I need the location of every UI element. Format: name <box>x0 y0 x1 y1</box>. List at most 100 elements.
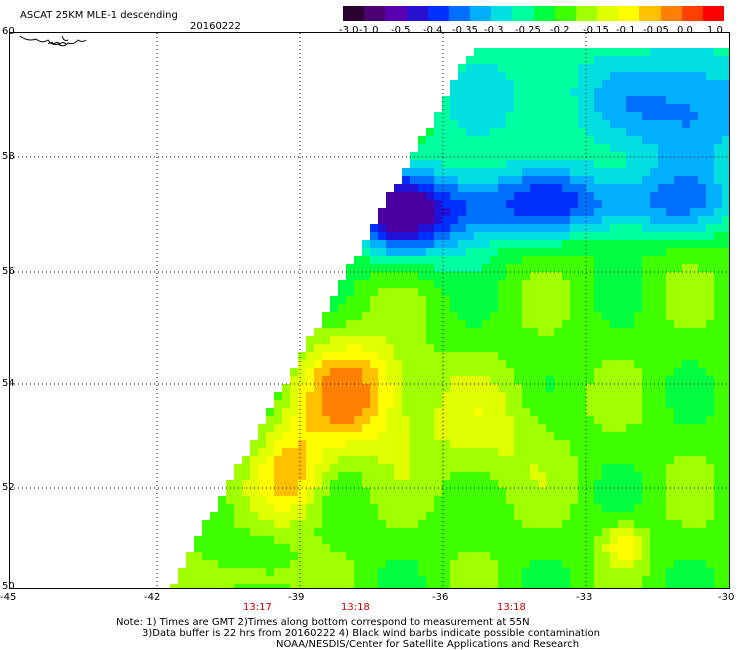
data-cell <box>202 568 210 576</box>
data-cell <box>362 512 370 520</box>
data-cell <box>698 176 706 184</box>
data-cell <box>642 312 650 320</box>
data-cell <box>394 448 402 456</box>
data-cell <box>514 328 522 336</box>
data-cell <box>410 272 418 280</box>
data-cell <box>506 448 514 456</box>
data-cell <box>402 192 410 200</box>
data-cell <box>442 312 450 320</box>
data-cell <box>482 48 490 56</box>
data-cell <box>674 256 682 264</box>
data-cell <box>634 496 642 504</box>
data-cell <box>362 520 370 528</box>
data-cell <box>666 208 674 216</box>
data-cell <box>474 112 482 120</box>
data-cell <box>586 168 594 176</box>
data-cell <box>258 552 266 560</box>
data-cell <box>482 104 490 112</box>
data-cell <box>346 552 354 560</box>
data-cell <box>610 392 618 400</box>
data-cell <box>538 488 546 496</box>
data-cell <box>586 560 594 568</box>
data-cell <box>546 144 554 152</box>
data-cell <box>682 216 690 224</box>
colorbar-segment <box>448 6 471 21</box>
data-cell <box>370 568 378 576</box>
data-cell <box>530 224 538 232</box>
data-cell <box>690 48 698 56</box>
data-cell <box>538 328 546 336</box>
data-cell <box>714 312 722 320</box>
data-cell <box>418 232 426 240</box>
data-cell <box>698 576 706 584</box>
data-cell <box>458 584 466 589</box>
data-cell <box>594 48 602 56</box>
data-cell <box>458 344 466 352</box>
data-cell <box>418 440 426 448</box>
data-cell <box>546 376 554 384</box>
data-cell <box>370 272 378 280</box>
data-cell <box>378 232 386 240</box>
data-cell <box>562 472 570 480</box>
data-cell <box>586 392 594 400</box>
data-cell <box>722 248 730 256</box>
data-cell <box>370 440 378 448</box>
data-cell <box>498 520 506 528</box>
data-cell <box>370 344 378 352</box>
data-cell <box>498 160 506 168</box>
data-cell <box>634 192 642 200</box>
data-cell <box>474 472 482 480</box>
data-cell <box>530 552 538 560</box>
data-cell <box>442 192 450 200</box>
data-cell <box>394 520 402 528</box>
data-cell <box>610 304 618 312</box>
data-cell <box>506 512 514 520</box>
data-cell <box>242 480 250 488</box>
data-cell <box>434 168 442 176</box>
data-cell <box>722 136 730 144</box>
data-cell <box>642 576 650 584</box>
data-cell <box>370 368 378 376</box>
data-cell <box>650 168 658 176</box>
data-cell <box>394 352 402 360</box>
data-cell <box>554 160 562 168</box>
data-cell <box>306 512 314 520</box>
data-cell <box>682 288 690 296</box>
data-cell <box>282 464 290 472</box>
data-cell <box>586 288 594 296</box>
data-cell <box>506 312 514 320</box>
data-cell <box>594 296 602 304</box>
data-cell <box>442 152 450 160</box>
data-cell <box>650 144 658 152</box>
data-cell <box>562 248 570 256</box>
data-cell <box>682 280 690 288</box>
map-date: 20160222 <box>190 21 241 32</box>
data-cell <box>682 456 690 464</box>
data-cell <box>554 576 562 584</box>
data-cell <box>722 104 730 112</box>
data-cell <box>434 360 442 368</box>
data-cell <box>714 128 722 136</box>
data-cell <box>578 176 586 184</box>
data-cell <box>506 304 514 312</box>
data-cell <box>490 248 498 256</box>
data-cell <box>722 144 730 152</box>
data-cell <box>698 248 706 256</box>
data-cell <box>394 296 402 304</box>
data-cell <box>594 312 602 320</box>
data-cell <box>634 424 642 432</box>
data-cell <box>722 560 730 568</box>
data-cell <box>514 560 522 568</box>
data-cell <box>234 568 242 576</box>
data-cell <box>402 400 410 408</box>
data-cell <box>210 560 218 568</box>
data-cell <box>450 408 458 416</box>
data-cell <box>722 568 730 576</box>
data-cell <box>666 200 674 208</box>
data-cell <box>602 160 610 168</box>
data-cell <box>530 472 538 480</box>
data-cell <box>434 240 442 248</box>
data-cell <box>618 384 626 392</box>
data-cell <box>586 440 594 448</box>
data-cell <box>434 400 442 408</box>
